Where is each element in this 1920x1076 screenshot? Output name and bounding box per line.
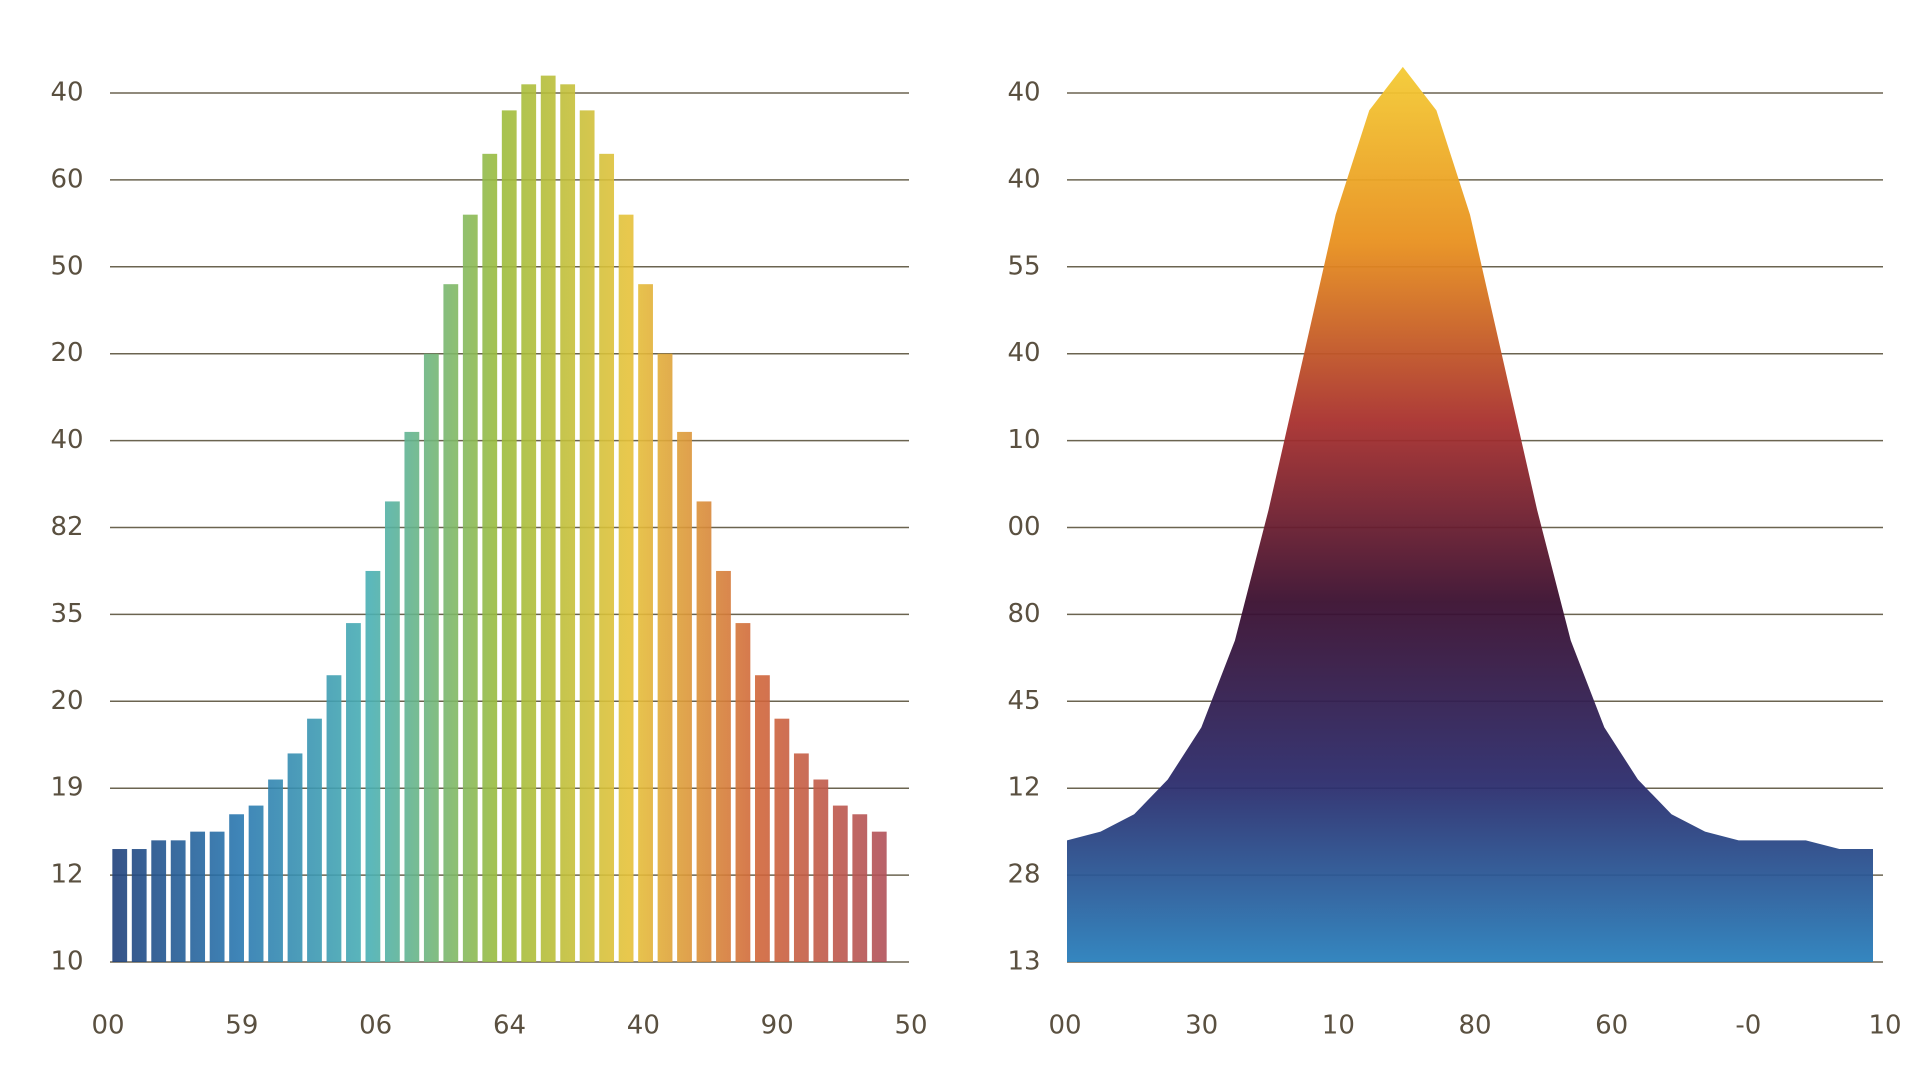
y-tick-label: 28 — [1007, 860, 1040, 890]
bar — [209, 831, 225, 962]
y-tick-label: 20 — [50, 338, 83, 368]
bar — [852, 814, 868, 962]
bar — [521, 84, 537, 962]
bar — [404, 431, 420, 962]
x-tick-label: 10 — [1322, 1011, 1355, 1041]
bar — [190, 831, 206, 962]
bar — [871, 831, 887, 962]
y-tick-label: 40 — [50, 425, 83, 455]
bar — [540, 75, 556, 963]
y-tick-label: 50 — [50, 251, 83, 281]
bar — [755, 675, 770, 962]
y-tick-label: 12 — [50, 860, 83, 890]
y-tick-label: 60 — [50, 164, 83, 194]
x-tick-label: 10 — [1868, 1011, 1901, 1041]
y-tick-label: 40 — [1007, 338, 1040, 368]
y-tick-label: 20 — [50, 686, 83, 716]
y-tick-label: 40 — [1007, 164, 1040, 194]
x-tick-label: 90 — [761, 1011, 794, 1041]
bar — [170, 840, 186, 962]
y-tick-label: 35 — [50, 599, 83, 629]
x-tick-label: 06 — [359, 1011, 392, 1041]
bar — [501, 110, 517, 962]
bar — [813, 779, 829, 962]
bar — [696, 501, 712, 962]
bar — [716, 570, 731, 962]
bar — [268, 779, 283, 962]
bar — [657, 353, 673, 962]
y-tick-label: 10 — [50, 947, 83, 977]
x-tick-label: 00 — [1048, 1011, 1081, 1041]
bar — [677, 431, 692, 962]
bar — [384, 501, 400, 962]
x-tick-label: 64 — [493, 1011, 526, 1041]
bar — [774, 718, 790, 962]
bar — [793, 753, 809, 962]
bar — [832, 805, 848, 962]
y-tick-label: 13 — [1007, 947, 1040, 977]
bar — [248, 805, 264, 962]
x-tick-label: 60 — [1595, 1011, 1628, 1041]
bar — [735, 623, 751, 962]
x-tick-label: 00 — [91, 1011, 124, 1041]
y-tick-label: 12 — [1007, 773, 1040, 803]
bar — [346, 623, 361, 962]
y-tick-label: 40 — [1007, 78, 1040, 108]
x-tick-label: 40 — [627, 1011, 660, 1041]
x-tick-label: 80 — [1458, 1011, 1491, 1041]
bar — [287, 753, 303, 962]
bar — [560, 84, 576, 962]
bar — [229, 814, 244, 962]
bar — [365, 570, 381, 962]
y-tick-label: 80 — [1007, 599, 1040, 629]
x-tick-label: 50 — [894, 1011, 927, 1041]
bar — [579, 110, 595, 962]
y-tick-label: 40 — [50, 78, 83, 108]
bar — [462, 214, 478, 962]
y-tick-label: 45 — [1007, 686, 1040, 716]
bar — [112, 849, 128, 962]
bar — [443, 284, 459, 962]
bar — [151, 840, 167, 962]
y-tick-label: 55 — [1007, 251, 1040, 281]
y-tick-label: 82 — [50, 512, 83, 542]
y-tick-label: 00 — [1007, 512, 1040, 542]
bar — [599, 153, 615, 962]
y-tick-label: 10 — [1007, 425, 1040, 455]
area — [1067, 66, 1873, 963]
x-tick-label: 59 — [225, 1011, 258, 1041]
bar — [618, 214, 634, 962]
bar — [638, 284, 653, 962]
x-tick-label: 30 — [1185, 1011, 1218, 1041]
bar — [482, 153, 498, 962]
bar — [326, 675, 342, 962]
x-tick-label: -0 — [1735, 1011, 1761, 1041]
y-tick-label: 19 — [50, 773, 83, 803]
bar — [131, 849, 147, 962]
bar — [423, 353, 439, 962]
bar — [307, 718, 322, 962]
